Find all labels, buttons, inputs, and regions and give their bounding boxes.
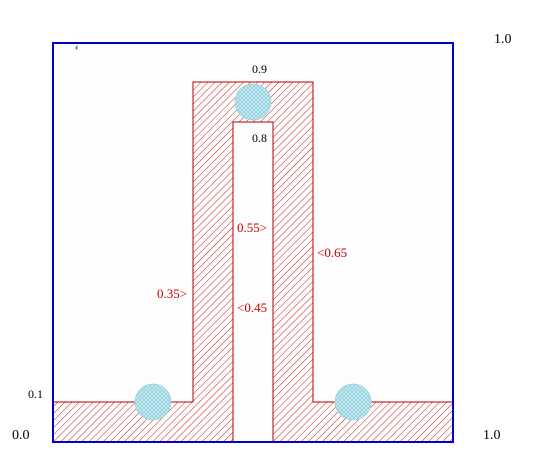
corner-label-bottom-right: 1.0 <box>483 428 501 443</box>
label-outer-left-edge: 0.35> <box>157 286 187 301</box>
label-outer-right-edge: <0.65 <box>317 245 347 260</box>
bottom-right-circle <box>334 383 372 421</box>
dot-marker-icon <box>75 45 78 50</box>
corner-label-top-right: 1.0 <box>494 32 512 47</box>
label-inner-left-edge: 0.55> <box>237 220 267 235</box>
corner-label-bottom-left: 0.0 <box>12 428 30 443</box>
domain-frame <box>52 42 454 443</box>
label-top-level: 0.9 <box>252 62 267 76</box>
label-left-mid: 0.1 <box>28 387 43 401</box>
label-inner-top-level: 0.8 <box>252 131 267 145</box>
label-inner-right-edge: <0.45 <box>237 300 267 315</box>
bottom-left-circle <box>134 383 172 421</box>
top-circle <box>234 83 272 121</box>
